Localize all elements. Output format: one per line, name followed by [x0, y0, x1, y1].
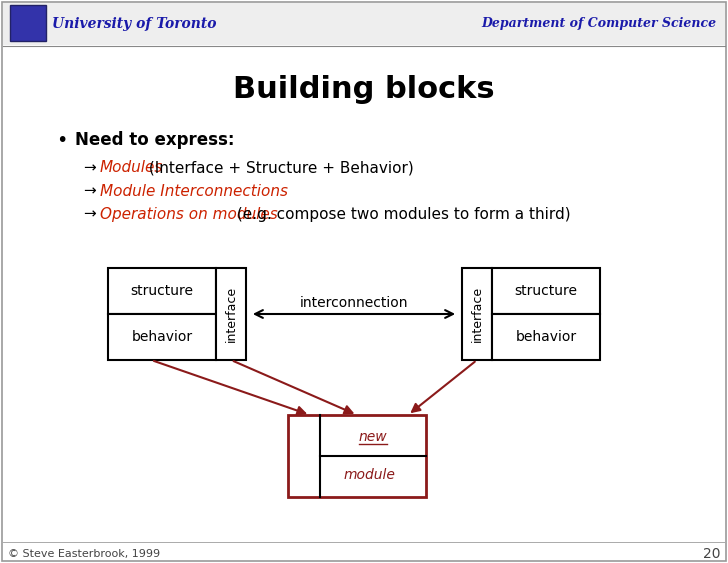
Text: →: →: [84, 207, 96, 221]
Text: →: →: [84, 160, 96, 176]
Text: interface: interface: [470, 286, 483, 342]
FancyBboxPatch shape: [3, 3, 725, 45]
Text: interconnection: interconnection: [300, 296, 408, 310]
Text: Need to express:: Need to express:: [75, 131, 234, 149]
Text: Department of Computer Science: Department of Computer Science: [481, 17, 716, 30]
Text: behavior: behavior: [515, 330, 577, 344]
FancyBboxPatch shape: [492, 314, 600, 360]
Text: Operations on modules: Operations on modules: [100, 207, 278, 221]
Text: 20: 20: [703, 547, 720, 561]
Text: new: new: [359, 430, 387, 444]
FancyBboxPatch shape: [108, 268, 216, 314]
Text: interface: interface: [224, 286, 237, 342]
FancyBboxPatch shape: [492, 268, 600, 314]
FancyBboxPatch shape: [462, 268, 492, 360]
FancyBboxPatch shape: [216, 268, 246, 360]
Text: •: •: [56, 131, 68, 150]
Text: Modules: Modules: [100, 160, 163, 176]
Text: Module Interconnections: Module Interconnections: [100, 184, 288, 199]
FancyBboxPatch shape: [10, 5, 46, 41]
Text: structure: structure: [515, 284, 577, 298]
Text: (e.g. compose two modules to form a third): (e.g. compose two modules to form a thir…: [232, 207, 571, 221]
Text: Building blocks: Building blocks: [233, 75, 495, 105]
FancyBboxPatch shape: [288, 415, 426, 497]
Text: →: →: [84, 184, 96, 199]
Text: © Steve Easterbrook, 1999: © Steve Easterbrook, 1999: [8, 549, 160, 559]
Text: module: module: [343, 468, 395, 482]
Text: structure: structure: [130, 284, 194, 298]
FancyBboxPatch shape: [108, 314, 216, 360]
Text: (Interface + Structure + Behavior): (Interface + Structure + Behavior): [144, 160, 414, 176]
Text: behavior: behavior: [132, 330, 193, 344]
Text: University of Toronto: University of Toronto: [52, 17, 216, 31]
